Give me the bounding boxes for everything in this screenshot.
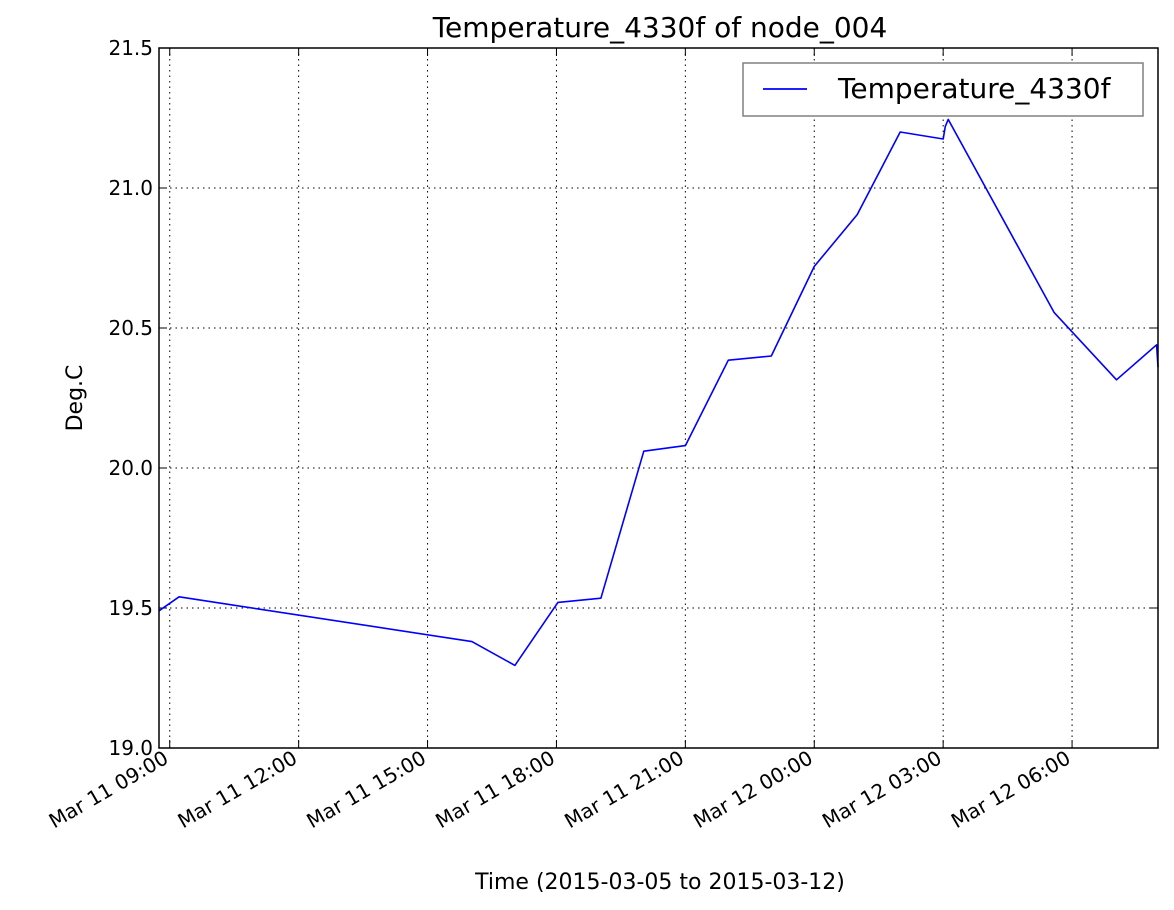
legend: Temperature_4330f — [742, 62, 1144, 117]
x-tick-label: Mar 11 15:00 — [302, 746, 430, 834]
x-axis-label: Time (2015-03-05 to 2015-03-12) — [474, 870, 845, 895]
x-tick-label: Mar 11 12:00 — [173, 746, 301, 834]
y-tick-label: 21.5 — [108, 36, 153, 60]
x-tick-label: Mar 12 00:00 — [689, 746, 817, 834]
series — [158, 118, 1159, 667]
x-tick-label: Mar 12 03:00 — [818, 746, 946, 834]
legend-box — [742, 62, 1144, 117]
x-tick-label: Mar 11 18:00 — [431, 746, 559, 834]
grid — [159, 48, 1158, 748]
legend-label: Temperature_4330f — [837, 72, 1112, 105]
series-line — [158, 118, 1159, 667]
y-tick-label: 19.0 — [108, 736, 153, 760]
x-tick-label: Mar 12 06:00 — [947, 746, 1075, 834]
y-axis-label: Deg.C — [63, 365, 88, 432]
chart-title: Temperature_4330f of node_004 — [432, 11, 888, 44]
y-tick-label: 19.5 — [108, 596, 153, 620]
plot-frame — [158, 47, 1159, 749]
y-tick-label: 21.0 — [108, 176, 153, 200]
y-tick-label: 20.5 — [108, 316, 153, 340]
x-tick-label: Mar 11 21:00 — [560, 746, 688, 834]
y-tick-label: 20.0 — [108, 456, 153, 480]
